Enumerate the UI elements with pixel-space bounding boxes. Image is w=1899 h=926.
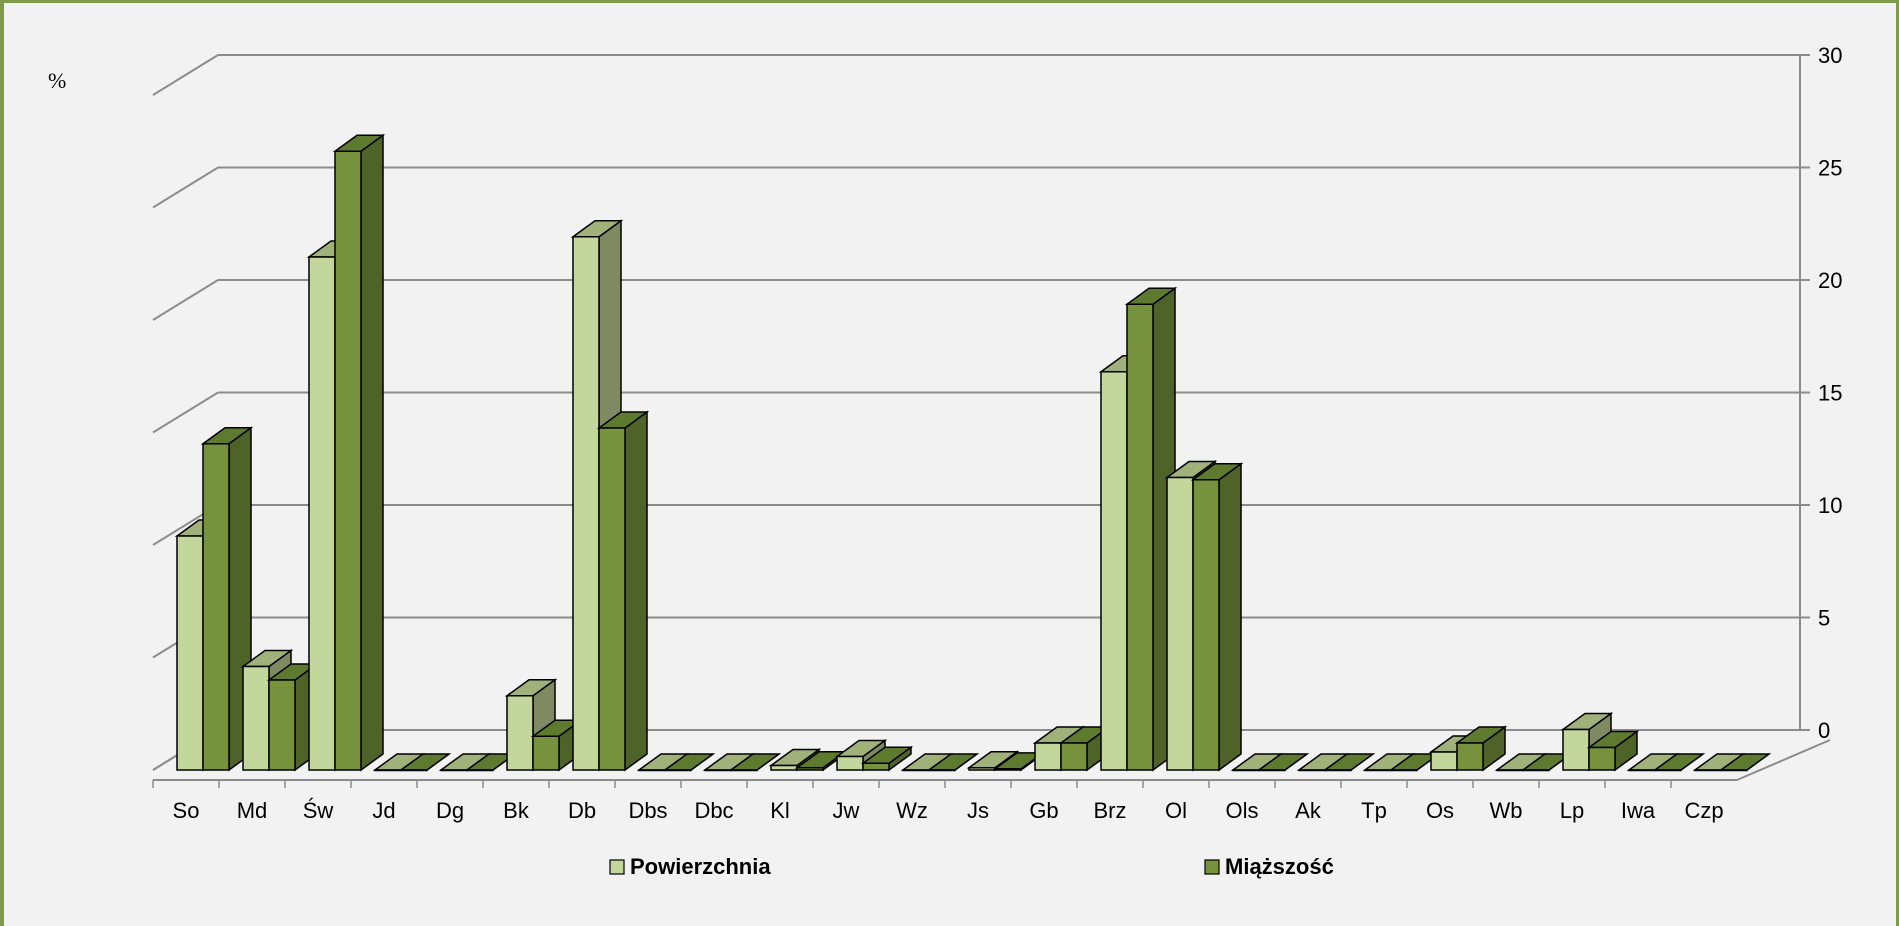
bar [1166, 476, 1194, 771]
y-tick-label: 25 [1818, 156, 1842, 181]
bar [1562, 728, 1590, 771]
y-tick-label: 20 [1818, 268, 1842, 293]
x-tick-label: Db [568, 798, 596, 823]
legend-label: Miąższość [1225, 854, 1334, 879]
y-tick-label: 10 [1818, 493, 1842, 518]
legend: Powierzchnia Miąższość [609, 854, 1334, 879]
x-tick-label: Md [237, 798, 268, 823]
bar [532, 735, 560, 771]
bar-side [360, 133, 384, 772]
y-tick-label: 30 [1818, 43, 1842, 68]
bar [440, 769, 468, 772]
bar [1694, 769, 1722, 772]
bar-side [624, 410, 648, 772]
gridlines [152, 54, 1810, 771]
x-tick-label: Kl [770, 798, 790, 823]
axes: 0 5 10 15 20 25 30 So Md Św Jd Dg Bk Db Dbs Dbc Kl Jw Wz Js… [152, 43, 1842, 823]
gridline-side [152, 166, 219, 209]
x-tick-label: Czp [1684, 798, 1723, 823]
bars [174, 133, 1772, 772]
bar [1060, 742, 1088, 771]
bar [638, 769, 666, 772]
bar [1258, 769, 1286, 772]
y-tick-label: 15 [1818, 381, 1842, 406]
bar [1456, 742, 1484, 771]
x-tick-label: Wb [1490, 798, 1523, 823]
bar [862, 762, 890, 771]
x-tick-label: Dbc [694, 798, 733, 823]
bar [730, 769, 758, 772]
gridline-side [152, 279, 219, 321]
bar [308, 256, 336, 771]
bar [796, 767, 824, 771]
x-tick-label: Ol [1165, 798, 1187, 823]
bar [1496, 769, 1524, 772]
bar [572, 236, 600, 771]
y-tick-label: 0 [1818, 718, 1830, 743]
bar [1100, 371, 1128, 771]
x-tick-label: Dg [436, 798, 464, 823]
bar [268, 679, 296, 771]
x-tick-label: Gb [1029, 798, 1058, 823]
bar [1192, 479, 1220, 771]
bar [598, 427, 626, 771]
x-tick-label: Lp [1560, 798, 1584, 823]
bar-side [1218, 462, 1242, 772]
bar [770, 764, 798, 771]
bar [1298, 769, 1326, 772]
bar [994, 768, 1022, 771]
bar [242, 665, 270, 771]
bar [1430, 751, 1458, 771]
x-tick-label: Jd [372, 798, 395, 823]
bar [836, 755, 864, 771]
gridline-side [152, 54, 219, 96]
floor-right-edge [1736, 739, 1831, 781]
bar [968, 767, 996, 771]
bar [202, 443, 230, 771]
bar [902, 769, 930, 772]
legend-swatch [1204, 859, 1220, 875]
x-tick-label: Js [967, 798, 989, 823]
bar [1232, 769, 1260, 772]
x-tick-label: Dbs [628, 798, 667, 823]
bar [1628, 769, 1656, 772]
x-tick-label: Ols [1226, 798, 1259, 823]
legend-label: Powierzchnia [630, 854, 771, 879]
bar [1364, 769, 1392, 772]
x-tick-label: Ak [1295, 798, 1322, 823]
bar [334, 150, 362, 771]
x-tick-label: Tp [1361, 798, 1387, 823]
bar [704, 769, 732, 772]
x-tick-label: Wz [896, 798, 928, 823]
bar [1324, 769, 1352, 772]
bar [466, 769, 494, 772]
bar [1390, 769, 1418, 772]
bar [1720, 769, 1748, 772]
bar [1126, 303, 1154, 771]
bar [928, 769, 956, 772]
bar [1654, 769, 1682, 772]
x-tick-label: Jw [833, 798, 860, 823]
bar [176, 535, 204, 771]
legend-swatch [609, 859, 625, 875]
bar [1588, 746, 1616, 771]
bar [400, 769, 428, 772]
bar [1522, 769, 1550, 772]
y-unit-label: % [48, 68, 66, 93]
x-tick-label: Iwa [1621, 798, 1656, 823]
bar [374, 769, 402, 772]
x-tick-label: Św [303, 798, 334, 823]
x-tick-label: Brz [1094, 798, 1127, 823]
x-tick-label: So [173, 798, 200, 823]
x-tick-label: Os [1426, 798, 1454, 823]
gridline-side [152, 391, 219, 434]
bar [506, 695, 534, 771]
y-tick-label: 5 [1818, 606, 1830, 631]
bar [664, 769, 692, 772]
x-tick-label: Bk [503, 798, 530, 823]
bar [1034, 742, 1062, 771]
